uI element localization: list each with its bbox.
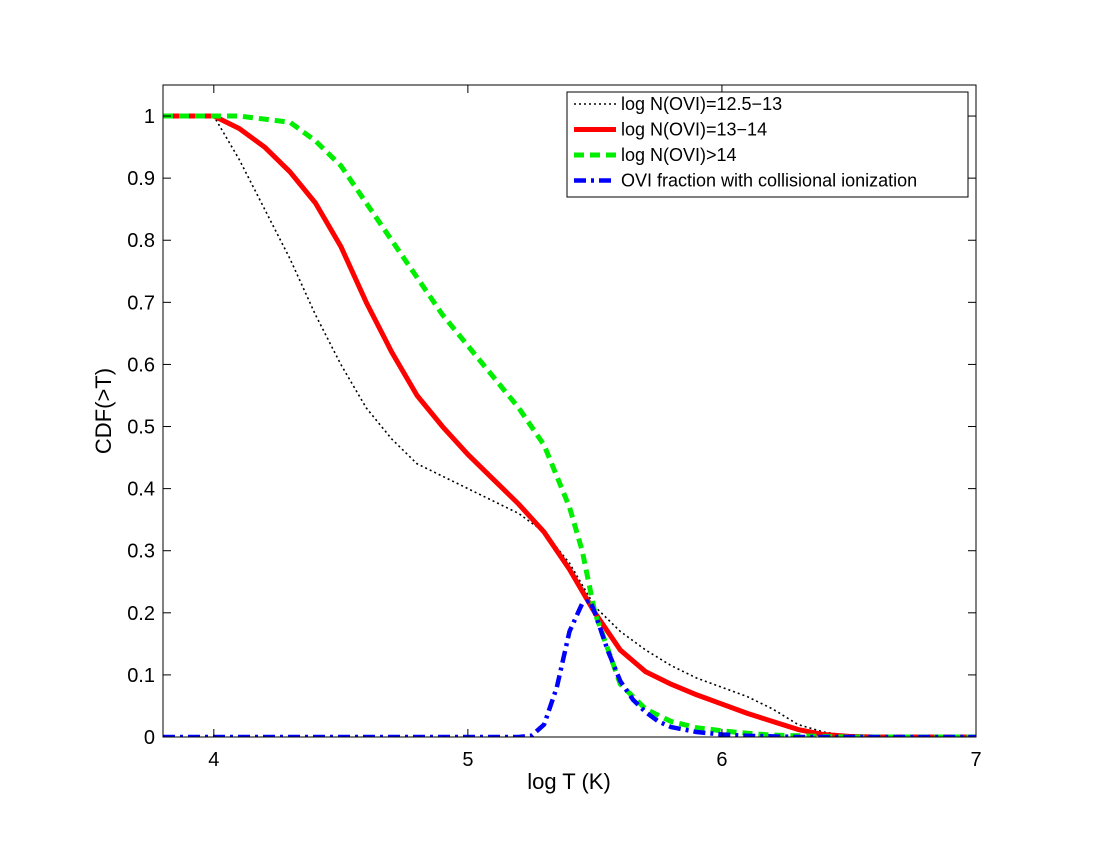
x-tick-label: 7 — [970, 749, 981, 771]
series-line-3 — [163, 113, 976, 737]
x-tick-label: 5 — [462, 749, 473, 771]
y-axis-label: CDF(>T) — [91, 368, 116, 454]
y-tick-label: 0.7 — [127, 292, 155, 314]
x-tick-label: 6 — [716, 749, 727, 771]
y-tick-label: 0.5 — [127, 417, 155, 439]
series-line-2 — [163, 113, 976, 737]
legend-box — [566, 91, 969, 198]
legend-label-4: OVI fraction with collisional ionization — [621, 171, 917, 191]
y-tick-label: 0.2 — [127, 603, 155, 625]
ticks-layer — [163, 85, 977, 738]
legend-label-3: log N(OVI)>14 — [621, 145, 737, 165]
series-line-1 — [163, 115, 976, 737]
y-tick-label: 0.3 — [127, 541, 155, 563]
y-tick-label: 0.9 — [127, 168, 155, 190]
plot-frame — [162, 84, 977, 738]
y-tick-label: 0.1 — [127, 665, 155, 687]
y-tick-label: 1 — [144, 106, 155, 128]
legend: log N(OVI)=12.5−13 log N(OVI)=13−14 log N(… — [566, 91, 969, 198]
x-tick-label: 4 — [208, 749, 219, 771]
series-line-4 — [163, 598, 976, 737]
y-tick-label: 0.6 — [127, 354, 155, 376]
series-layer — [163, 113, 976, 737]
legend-label-1: log N(OVI)=12.5−13 — [621, 94, 782, 114]
legend-label-2: log N(OVI)=13−14 — [621, 120, 767, 140]
y-tick-label: 0.8 — [127, 230, 155, 252]
labels-layer: 4 5 6 7 0 0.1 0.2 0.3 0.4 0.5 0.6 0.7 0.8 0.9 1 — [127, 106, 981, 771]
y-tick-label: 0.4 — [127, 479, 155, 501]
x-axis-label: log T (K) — [527, 769, 611, 794]
y-tick-label: 0 — [144, 727, 155, 749]
